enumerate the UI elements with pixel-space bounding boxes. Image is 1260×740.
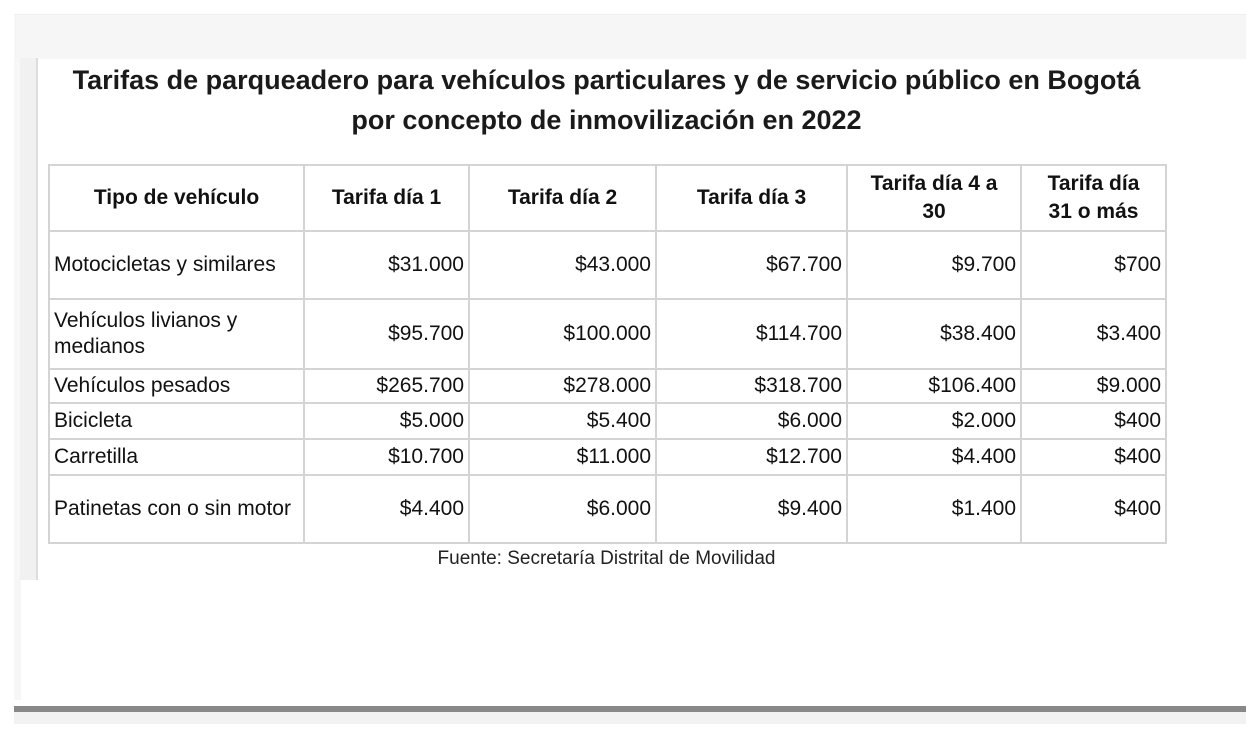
tariff-cell: $11.000	[468, 438, 657, 476]
tariff-cell: $67.700	[655, 230, 848, 300]
table-row: Bicicleta $5.000 $5.400 $6.000 $2.000 $400	[48, 402, 1167, 440]
tariff-cell: $400	[1020, 474, 1167, 544]
tariff-cell: $3.400	[1020, 298, 1167, 370]
left-margin	[14, 58, 21, 700]
tariff-cell: $4.400	[846, 438, 1022, 476]
source-note: Fuente: Secretaría Distrital de Movilida…	[437, 548, 776, 569]
tariff-cell: $700	[1020, 230, 1167, 300]
table-row: Carretilla $10.700 $11.000 $12.700 $4.400 $40…	[48, 438, 1167, 476]
vehicle-type-cell: Vehículos pesados	[48, 368, 305, 404]
vehicle-type-cell: Carretilla	[48, 438, 305, 476]
vehicle-type-cell: Motocicletas y similares	[48, 230, 305, 300]
vehicle-type-cell: Vehículos livianos y medianos	[48, 298, 305, 370]
column-header: Tarifa día 1	[303, 164, 470, 232]
table-row: Vehículos pesados $265.700 $278.000 $318.70…	[48, 368, 1167, 404]
table-header-row: Tipo de vehículo Tarifa día 1 Tarifa día 2…	[48, 164, 1167, 232]
tariff-cell: $4.400	[303, 474, 470, 544]
tariff-cell: $9.400	[655, 474, 848, 544]
column-header: Tarifa día 3	[655, 164, 848, 232]
tariff-cell: $9.700	[846, 230, 1022, 300]
table-title: Tarifas de parqueadero para vehículos pa…	[72, 65, 1141, 135]
tariff-cell: $5.400	[468, 402, 657, 440]
tariff-cell: $318.700	[655, 368, 848, 404]
tariff-cell: $6.000	[468, 474, 657, 544]
tariff-cell: $106.400	[846, 368, 1022, 404]
tariff-cell: $278.000	[468, 368, 657, 404]
table-row: Motocicletas y similares $31.000 $43.000 $6…	[48, 230, 1167, 300]
vehicle-type-cell: Bicicleta	[48, 402, 305, 440]
tariff-cell: $12.700	[655, 438, 848, 476]
left-strip	[20, 58, 38, 580]
tariff-cell: $5.000	[303, 402, 470, 440]
column-header: Tipo de vehículo	[48, 164, 305, 232]
vehicle-type-cell: Patinetas con o sin motor	[48, 474, 305, 544]
tariff-cell: $265.700	[303, 368, 470, 404]
tariff-table: Tipo de vehículo Tarifa día 1 Tarifa día 2…	[48, 164, 1167, 544]
tariff-cell: $43.000	[468, 230, 657, 300]
tariff-cell: $400	[1020, 402, 1167, 440]
column-header: Tarifa día 2	[468, 164, 657, 232]
tariff-cell: $1.400	[846, 474, 1022, 544]
tariff-cell: $2.000	[846, 402, 1022, 440]
tariff-cell: $400	[1020, 438, 1167, 476]
table-row: Patinetas con o sin motor $4.400 $6.000 $9.…	[48, 474, 1167, 544]
tariff-cell: $100.000	[468, 298, 657, 370]
table-row: Vehículos livianos y medianos $95.700 $100…	[48, 298, 1167, 370]
column-header: Tarifa día 31 o más	[1020, 164, 1167, 232]
tariff-cell: $38.400	[846, 298, 1022, 370]
tariff-cell: $9.000	[1020, 368, 1167, 404]
tariff-cell: $31.000	[303, 230, 470, 300]
tariff-cell: $10.700	[303, 438, 470, 476]
column-header: Tarifa día 4 a 30	[846, 164, 1022, 232]
tariff-cell: $6.000	[655, 402, 848, 440]
tariff-cell: $95.700	[303, 298, 470, 370]
bottom-divider	[14, 706, 1246, 712]
bottom-band	[14, 712, 1246, 724]
top-band	[14, 14, 1246, 59]
tariff-cell: $114.700	[655, 298, 848, 370]
